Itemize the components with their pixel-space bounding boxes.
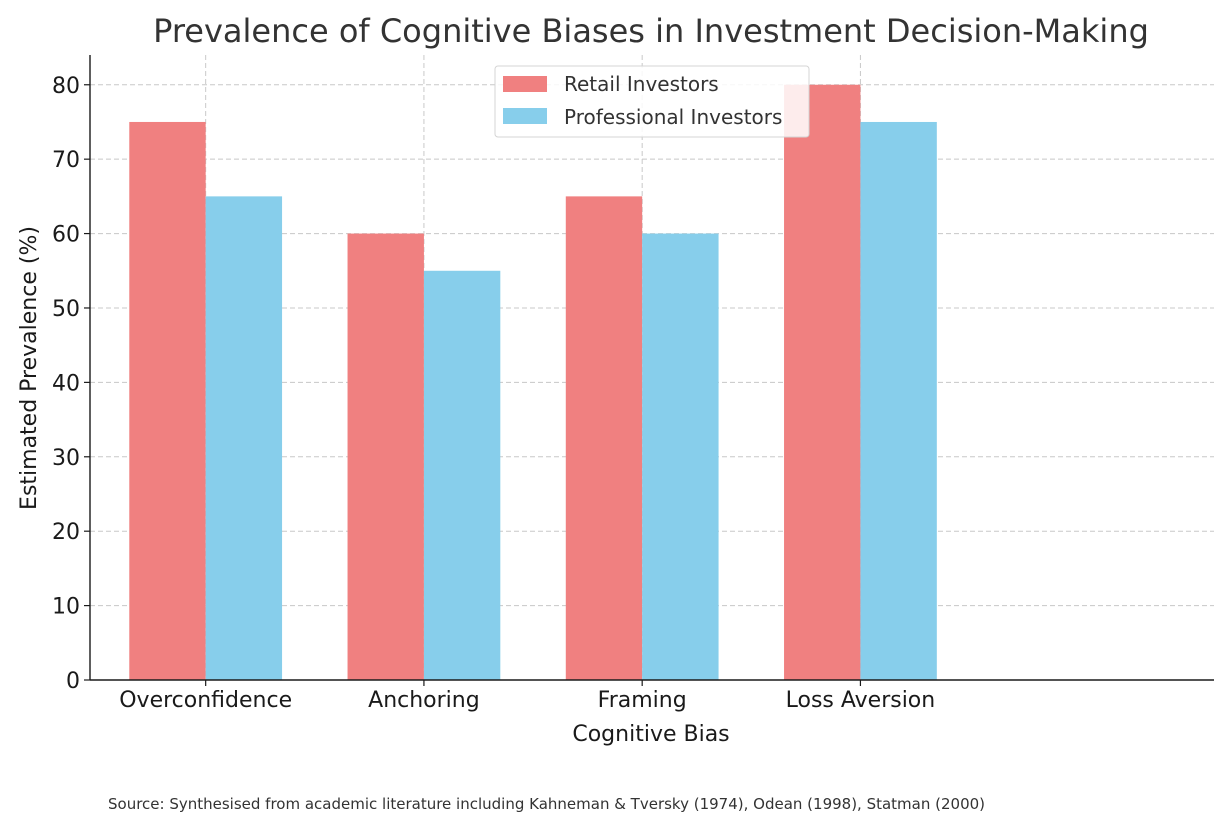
y-tick-label: 80 — [52, 74, 80, 99]
bar-professional-framing — [642, 233, 719, 681]
x-tick-label: Overconfidence — [119, 688, 292, 713]
y-tick-label: 10 — [52, 595, 80, 620]
y-axis-ticks: 0 10 20 30 40 50 60 70 80 — [52, 74, 90, 694]
x-tick-label: Loss Aversion — [786, 688, 936, 713]
bar-retail-anchoring — [347, 233, 424, 681]
legend-label-retail: Retail Investors — [564, 72, 719, 96]
legend-label-professional: Professional Investors — [564, 105, 782, 129]
legend-swatch-retail — [503, 76, 547, 92]
bar-retail-overconfidence — [129, 121, 206, 680]
x-axis-label: Cognitive Bias — [572, 722, 729, 747]
y-tick-label: 0 — [66, 669, 80, 694]
y-tick-label: 70 — [52, 148, 80, 173]
y-tick-label: 50 — [52, 297, 80, 322]
legend-frame — [494, 65, 810, 138]
y-tick-label: 30 — [52, 446, 80, 471]
x-tick-label: Anchoring — [368, 688, 480, 713]
chart-title: Prevalence of Cognitive Biases in Invest… — [153, 12, 1149, 50]
y-tick-label: 60 — [52, 223, 80, 248]
bar-professional-overconfidence — [205, 196, 283, 680]
y-axis-label: Estimated Prevalence (%) — [17, 226, 42, 510]
x-axis-ticks: Overconfidence Anchoring Framing Loss Avers… — [119, 680, 935, 713]
bar-professional-anchoring — [423, 270, 501, 680]
bar-retail-framing — [565, 196, 643, 680]
y-tick-label: 20 — [52, 520, 80, 545]
y-tick-label: 40 — [52, 371, 80, 396]
legend-swatch-professional — [503, 108, 547, 124]
bar-retail-loss-aversion — [784, 84, 861, 680]
source-note: Source: Synthesised from academic litera… — [108, 795, 985, 813]
legend: Retail Investors Professional Investors — [494, 65, 810, 138]
bars — [129, 84, 937, 681]
bar-professional-loss-aversion — [860, 121, 937, 680]
x-tick-label: Framing — [598, 688, 687, 713]
